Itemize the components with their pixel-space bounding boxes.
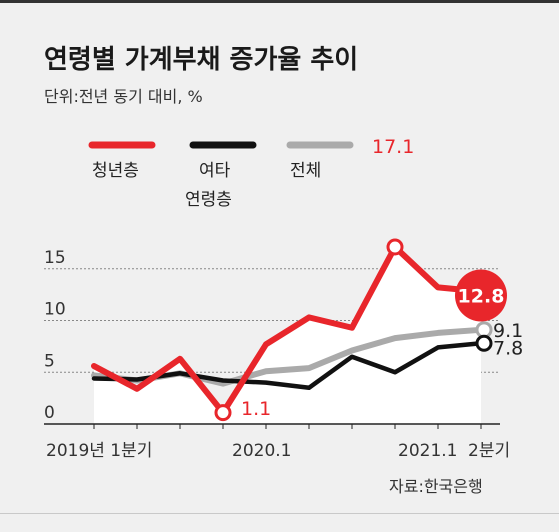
- other-last-label: 7.8: [493, 337, 523, 359]
- series-lines: [91, 244, 484, 416]
- y-tick-0: 0: [44, 403, 55, 423]
- low-label: 1.1: [241, 398, 271, 420]
- legend-label-2: 전체: [290, 161, 321, 181]
- youth-area-fill: [94, 247, 481, 424]
- x-tick-label-0: 2019년 1분기: [46, 441, 152, 461]
- x-tick-label-4: 2020.1: [232, 441, 291, 461]
- peak-label: 17.1: [372, 136, 414, 158]
- y-tick-labels: 15 10 5 0: [44, 248, 66, 423]
- legend-label-0: 청년층: [92, 161, 139, 181]
- total-last-label: 9.1: [493, 320, 523, 342]
- top-rule: [0, 0, 559, 3]
- y-tick-10: 10: [44, 300, 66, 320]
- youth-last-label: 12.8: [458, 286, 505, 308]
- youth-last-bubble: [455, 269, 507, 322]
- y-tick-15: 15: [44, 248, 66, 268]
- peak-marker: [386, 238, 404, 256]
- legend-label-1: 여타: [199, 161, 231, 181]
- series-markers: 17.1 1.1 12.8 9.17.8: [214, 136, 523, 422]
- x-tick-label-8: 2021.1: [398, 441, 457, 461]
- bottom-rule: [0, 513, 559, 514]
- chart-subtitle: 단위:전년 동기 대비, %: [44, 87, 203, 106]
- source-note: 자료:한국은행: [389, 477, 483, 496]
- total-last-marker: [475, 321, 493, 339]
- y-tick-5: 5: [44, 351, 55, 371]
- legend-label-1-line2: 연령층: [185, 190, 232, 210]
- x-tick-label-9: 2분기: [468, 441, 510, 461]
- series-line-0: [91, 244, 484, 416]
- chart-title: 연령별 가계부채 증가율 추이: [44, 45, 358, 75]
- x-tick-labels: 2019년 1분기 2020.1 2021.1 2분기: [46, 424, 510, 461]
- low-marker: [214, 404, 232, 422]
- other-last-marker: [475, 334, 493, 352]
